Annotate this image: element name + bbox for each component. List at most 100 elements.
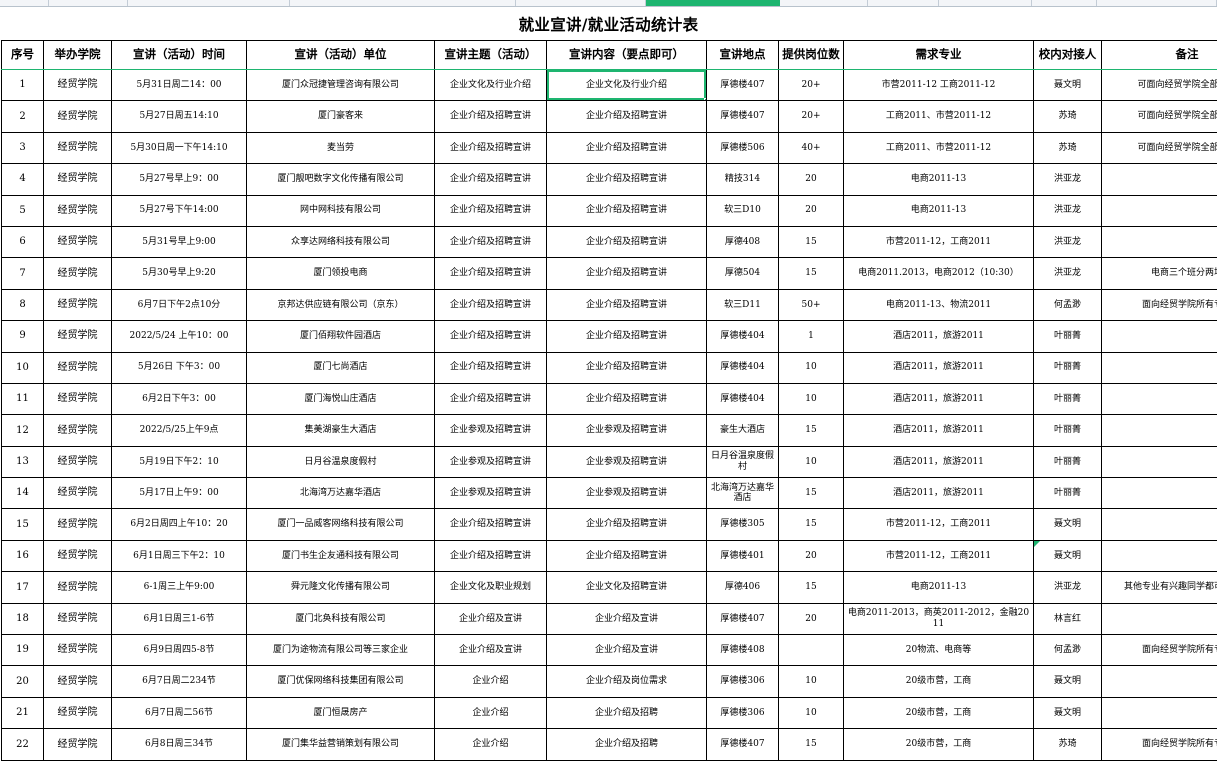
column-header-cell-2[interactable] [128,0,290,6]
cell-unit[interactable]: 厦门众冠捷管理咨询有限公司 [247,70,435,101]
cell-time[interactable]: 6月8日周三34节 [112,729,247,760]
cell-place[interactable]: 厚德楼306 [707,697,779,728]
cell-idx[interactable]: 17 [2,572,44,603]
cell-college[interactable]: 经贸学院 [44,132,112,163]
cell-college[interactable]: 经贸学院 [44,666,112,697]
cell-posts[interactable]: 50+ [779,289,844,320]
cell-majors[interactable]: 20级市营，工商 [844,729,1034,760]
cell-contact[interactable]: 聂文明 [1034,697,1102,728]
cell-content[interactable]: 企业介绍及招聘宣讲 [547,195,707,226]
cell-unit[interactable]: 厦门豪客来 [247,101,435,132]
cell-majors[interactable]: 酒店2011，旅游2011 [844,478,1034,509]
cell-college[interactable]: 经贸学院 [44,352,112,383]
cell-contact[interactable]: 苏琦 [1034,101,1102,132]
cell-theme[interactable]: 企业介绍及宣讲 [435,603,547,634]
cell-majors[interactable]: 电商2011.2013，电商2012（10:30） [844,258,1034,289]
cell-posts[interactable]: 15 [779,258,844,289]
cell-contact[interactable]: 聂文明 [1034,509,1102,540]
cell-posts[interactable]: 15 [779,226,844,257]
cell-theme[interactable]: 企业介绍及招聘宣讲 [435,289,547,320]
cell-contact[interactable]: 洪亚龙 [1034,258,1102,289]
cell-content[interactable]: 企业参观及招聘宣讲 [547,415,707,446]
cell-college[interactable]: 经贸学院 [44,70,112,101]
column-header-9[interactable]: 校内对接人 [1034,41,1102,70]
cell-time[interactable]: 5月30日周一下午14:10 [112,132,247,163]
cell-theme[interactable]: 企业文化及职业规划 [435,572,547,603]
cell-unit[interactable]: 厦门为途物流有限公司等三家企业 [247,635,435,666]
cell-posts[interactable]: 10 [779,446,844,477]
cell-majors[interactable]: 市营2011-12，工商2011 [844,509,1034,540]
cell-posts[interactable]: 10 [779,666,844,697]
spreadsheet-column-header-bar[interactable] [0,0,1217,7]
cell-note[interactable] [1102,321,1217,352]
cell-time[interactable]: 6-1周三上午9:00 [112,572,247,603]
cell-majors[interactable]: 酒店2011，旅游2011 [844,415,1034,446]
cell-time[interactable]: 6月1日周三1-6节 [112,603,247,634]
cell-note[interactable]: 其他专业有兴趣同学都可以参加 [1102,572,1217,603]
cell-contact[interactable]: 聂文明 [1034,70,1102,101]
cell-contact[interactable]: 洪亚龙 [1034,164,1102,195]
cell-time[interactable]: 5月31号早上9:00 [112,226,247,257]
column-header-cell-8[interactable] [939,0,1032,6]
cell-college[interactable]: 经贸学院 [44,446,112,477]
cell-place[interactable]: 日月谷温泉度假村 [707,446,779,477]
cell-note[interactable]: 可面向经贸学院全部专业 [1102,132,1217,163]
cell-content[interactable]: 企业介绍及招聘宣讲 [547,226,707,257]
cell-time[interactable]: 2022/5/25上午9点 [112,415,247,446]
cell-time[interactable]: 6月7日下午2点10分 [112,289,247,320]
cell-theme[interactable]: 企业介绍及招聘宣讲 [435,321,547,352]
cell-majors[interactable]: 酒店2011，旅游2011 [844,352,1034,383]
cell-theme[interactable]: 企业介绍及招聘宣讲 [435,195,547,226]
cell-theme[interactable]: 企业介绍及招聘宣讲 [435,258,547,289]
cell-time[interactable]: 6月1日周三下午2：10 [112,540,247,571]
cell-contact[interactable]: 苏琦 [1034,729,1102,760]
cell-majors[interactable]: 20级市营，工商 [844,697,1034,728]
cell-unit[interactable]: 厦门海悦山庄酒店 [247,383,435,414]
cell-college[interactable]: 经贸学院 [44,729,112,760]
cell-contact[interactable]: 洪亚龙 [1034,572,1102,603]
cell-posts[interactable]: 40+ [779,132,844,163]
cell-majors[interactable]: 市营2011-12，工商2011 [844,540,1034,571]
cell-theme[interactable]: 企业介绍及招聘宣讲 [435,226,547,257]
cell-time[interactable]: 5月19日下午2：10 [112,446,247,477]
cell-contact[interactable]: 林言红 [1034,603,1102,634]
cell-place[interactable]: 厚德楼506 [707,132,779,163]
cell-college[interactable]: 经贸学院 [44,478,112,509]
cell-unit[interactable]: 日月谷温泉度假村 [247,446,435,477]
cell-idx[interactable]: 4 [2,164,44,195]
cell-note[interactable] [1102,415,1217,446]
cell-majors[interactable]: 酒店2011，旅游2011 [844,446,1034,477]
cell-note[interactable] [1102,383,1217,414]
cell-theme[interactable]: 企业文化及行业介绍 [435,70,547,101]
cell-posts[interactable]: 1 [779,321,844,352]
cell-majors[interactable]: 工商2011、市营2011-12 [844,101,1034,132]
cell-theme[interactable]: 企业介绍及招聘宣讲 [435,352,547,383]
cell-idx[interactable]: 21 [2,697,44,728]
cell-theme[interactable]: 企业介绍及招聘宣讲 [435,132,547,163]
cell-majors[interactable]: 酒店2011，旅游2011 [844,321,1034,352]
column-header-7[interactable]: 提供岗位数 [779,41,844,70]
cell-time[interactable]: 5月17日上午9：00 [112,478,247,509]
cell-time[interactable]: 2022/5/24 上午10：00 [112,321,247,352]
cell-note[interactable] [1102,666,1217,697]
cell-place[interactable]: 软三D11 [707,289,779,320]
cell-idx[interactable]: 19 [2,635,44,666]
cell-place[interactable]: 厚德楼407 [707,101,779,132]
cell-contact[interactable]: 洪亚龙 [1034,226,1102,257]
cell-unit[interactable]: 集美湖豪生大酒店 [247,415,435,446]
cell-content[interactable]: 企业文化及招聘宣讲 [547,572,707,603]
column-header-10[interactable]: 备注 [1102,41,1217,70]
cell-content[interactable]: 企业介绍及招聘宣讲 [547,164,707,195]
cell-place[interactable]: 厚德楼404 [707,383,779,414]
cell-idx[interactable]: 18 [2,603,44,634]
cell-place[interactable]: 软三D10 [707,195,779,226]
cell-theme[interactable]: 企业介绍及招聘宣讲 [435,164,547,195]
